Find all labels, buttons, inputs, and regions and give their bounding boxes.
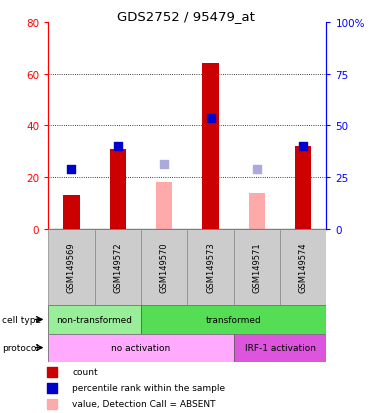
Text: non-transformed: non-transformed	[57, 315, 132, 324]
Bar	[280, 229, 326, 306]
Text: GSM149569: GSM149569	[67, 242, 76, 293]
Bar	[234, 229, 280, 306]
Bar	[141, 306, 326, 334]
Text: transformed: transformed	[206, 315, 262, 324]
Text: GSM149574: GSM149574	[299, 242, 308, 293]
Point	[49, 368, 55, 375]
Bar	[48, 306, 141, 334]
Text: IRF-1 activation: IRF-1 activation	[244, 343, 316, 352]
Text: value, Detection Call = ABSENT: value, Detection Call = ABSENT	[72, 399, 216, 408]
Point	[208, 115, 214, 121]
Bar	[234, 334, 326, 362]
Bar	[156, 183, 172, 229]
Text: protocol: protocol	[2, 343, 39, 352]
Bar	[187, 229, 234, 306]
Point	[69, 166, 75, 173]
Point	[115, 143, 121, 150]
Text: no activation: no activation	[111, 343, 171, 352]
Bar	[203, 64, 219, 229]
Point	[254, 166, 260, 173]
Text: GSM149572: GSM149572	[113, 242, 122, 293]
Point	[161, 161, 167, 168]
Bar	[110, 149, 126, 229]
Text: GSM149573: GSM149573	[206, 242, 215, 293]
Bar	[48, 334, 234, 362]
Text: percentile rank within the sample: percentile rank within the sample	[72, 383, 225, 392]
Point	[301, 143, 306, 150]
Text: count: count	[72, 368, 98, 376]
Point	[49, 401, 55, 407]
Text: GSM149570: GSM149570	[160, 242, 169, 293]
Text: cell type: cell type	[2, 315, 41, 324]
Point	[49, 385, 55, 391]
Bar	[95, 229, 141, 306]
Bar	[141, 229, 187, 306]
Bar	[249, 193, 265, 229]
Text: GDS2752 / 95479_at: GDS2752 / 95479_at	[116, 10, 255, 23]
Text: GSM149571: GSM149571	[252, 242, 262, 293]
Bar	[295, 147, 311, 229]
Bar	[63, 196, 79, 229]
Bar	[48, 229, 95, 306]
